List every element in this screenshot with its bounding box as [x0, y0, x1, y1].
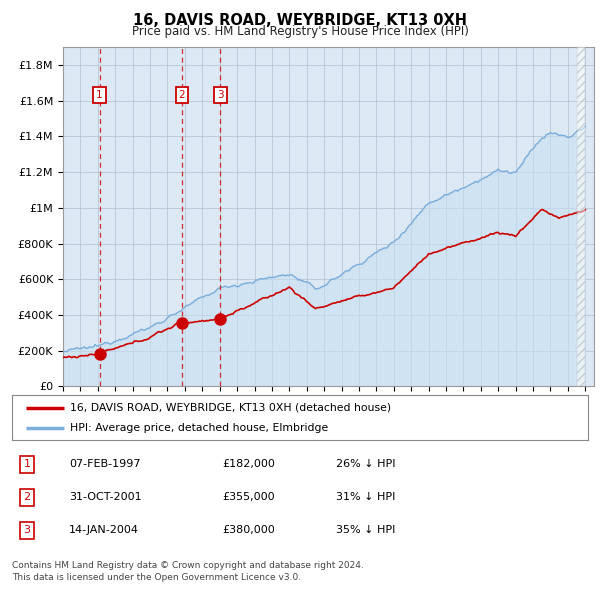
Text: 16, DAVIS ROAD, WEYBRIDGE, KT13 0XH: 16, DAVIS ROAD, WEYBRIDGE, KT13 0XH	[133, 13, 467, 28]
Text: 26% ↓ HPI: 26% ↓ HPI	[336, 460, 395, 469]
Text: This data is licensed under the Open Government Licence v3.0.: This data is licensed under the Open Gov…	[12, 572, 301, 582]
Text: £182,000: £182,000	[222, 460, 275, 469]
Text: 16, DAVIS ROAD, WEYBRIDGE, KT13 0XH (detached house): 16, DAVIS ROAD, WEYBRIDGE, KT13 0XH (det…	[70, 403, 391, 412]
Text: HPI: Average price, detached house, Elmbridge: HPI: Average price, detached house, Elmb…	[70, 424, 328, 434]
Text: £355,000: £355,000	[222, 493, 275, 502]
Text: 3: 3	[217, 90, 224, 100]
Text: 14-JAN-2004: 14-JAN-2004	[69, 526, 139, 535]
Text: 2: 2	[179, 90, 185, 100]
Text: 31% ↓ HPI: 31% ↓ HPI	[336, 493, 395, 502]
Text: 1: 1	[96, 90, 103, 100]
Text: 3: 3	[23, 526, 31, 535]
Text: Price paid vs. HM Land Registry's House Price Index (HPI): Price paid vs. HM Land Registry's House …	[131, 25, 469, 38]
Text: 35% ↓ HPI: 35% ↓ HPI	[336, 526, 395, 535]
Text: 1: 1	[23, 460, 31, 469]
Text: 31-OCT-2001: 31-OCT-2001	[69, 493, 142, 502]
Text: 2: 2	[23, 493, 31, 502]
Text: Contains HM Land Registry data © Crown copyright and database right 2024.: Contains HM Land Registry data © Crown c…	[12, 560, 364, 570]
Text: £380,000: £380,000	[222, 526, 275, 535]
Text: 07-FEB-1997: 07-FEB-1997	[69, 460, 140, 469]
